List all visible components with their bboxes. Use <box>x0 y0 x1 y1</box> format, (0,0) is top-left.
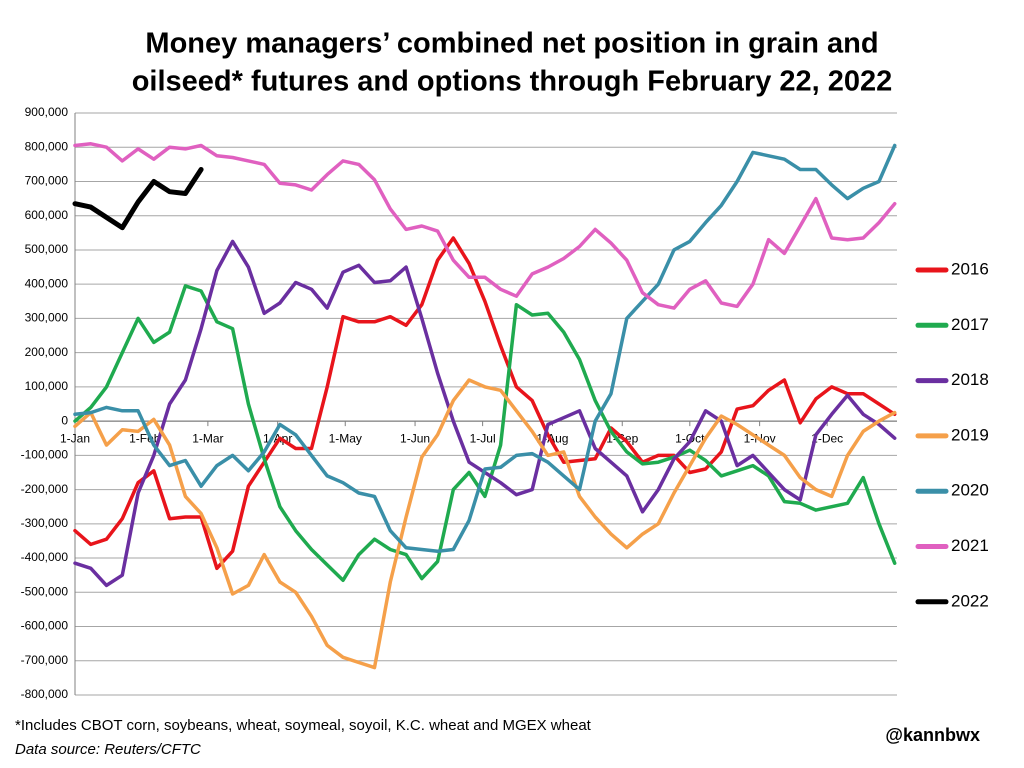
y-tick-label: -300,000 <box>21 516 69 530</box>
legend-label: 2018 <box>951 370 989 389</box>
legend-label: 2020 <box>951 481 989 500</box>
x-tick-label: 1-Mar <box>192 431 223 445</box>
y-tick-label: -400,000 <box>21 550 69 564</box>
y-tick-label: 400,000 <box>25 276 69 290</box>
y-tick-label: -500,000 <box>21 584 69 598</box>
y-tick-label: -200,000 <box>21 482 69 496</box>
y-tick-label: 300,000 <box>25 311 69 325</box>
y-tick-label: 700,000 <box>25 174 69 188</box>
x-tick-label: 1-Jun <box>400 431 430 445</box>
series-line <box>73 378 897 670</box>
y-tick-label: 100,000 <box>25 379 69 393</box>
chart-title: Money managers’ combined net position in… <box>145 28 878 60</box>
series-line <box>73 236 897 571</box>
series-line <box>73 284 897 583</box>
source: Data source: Reuters/CFTC <box>15 741 201 758</box>
x-tick-label: 1-Jul <box>470 431 496 445</box>
footnote: *Includes CBOT corn, soybeans, wheat, so… <box>15 717 592 734</box>
legend-label: 2021 <box>951 536 989 555</box>
y-tick-label: -600,000 <box>21 619 69 633</box>
x-tick-label: 1-Dec <box>811 431 843 445</box>
y-tick-label: 800,000 <box>25 139 69 153</box>
x-tick-label: 1-Jan <box>60 431 90 445</box>
x-tick-label: 1-May <box>329 431 362 445</box>
credit: @kannbwx <box>885 725 980 745</box>
y-tick-label: -100,000 <box>21 448 69 462</box>
y-tick-label: 900,000 <box>25 105 69 119</box>
y-tick-label: 200,000 <box>25 345 69 359</box>
legend-label: 2017 <box>951 315 989 334</box>
series-line <box>73 239 897 588</box>
series-line <box>72 167 204 231</box>
y-tick-label: 600,000 <box>25 208 69 222</box>
chart-title: oilseed* futures and options through Feb… <box>132 66 893 98</box>
legend-label: 2016 <box>951 259 989 278</box>
legend-label: 2022 <box>951 591 989 610</box>
series-line <box>73 142 897 310</box>
y-tick-label: 0 <box>61 413 68 427</box>
y-tick-label: 500,000 <box>25 242 69 256</box>
y-tick-label: -800,000 <box>21 687 69 701</box>
legend-label: 2019 <box>951 425 989 444</box>
series-line <box>73 143 897 553</box>
y-tick-label: -700,000 <box>21 653 69 667</box>
